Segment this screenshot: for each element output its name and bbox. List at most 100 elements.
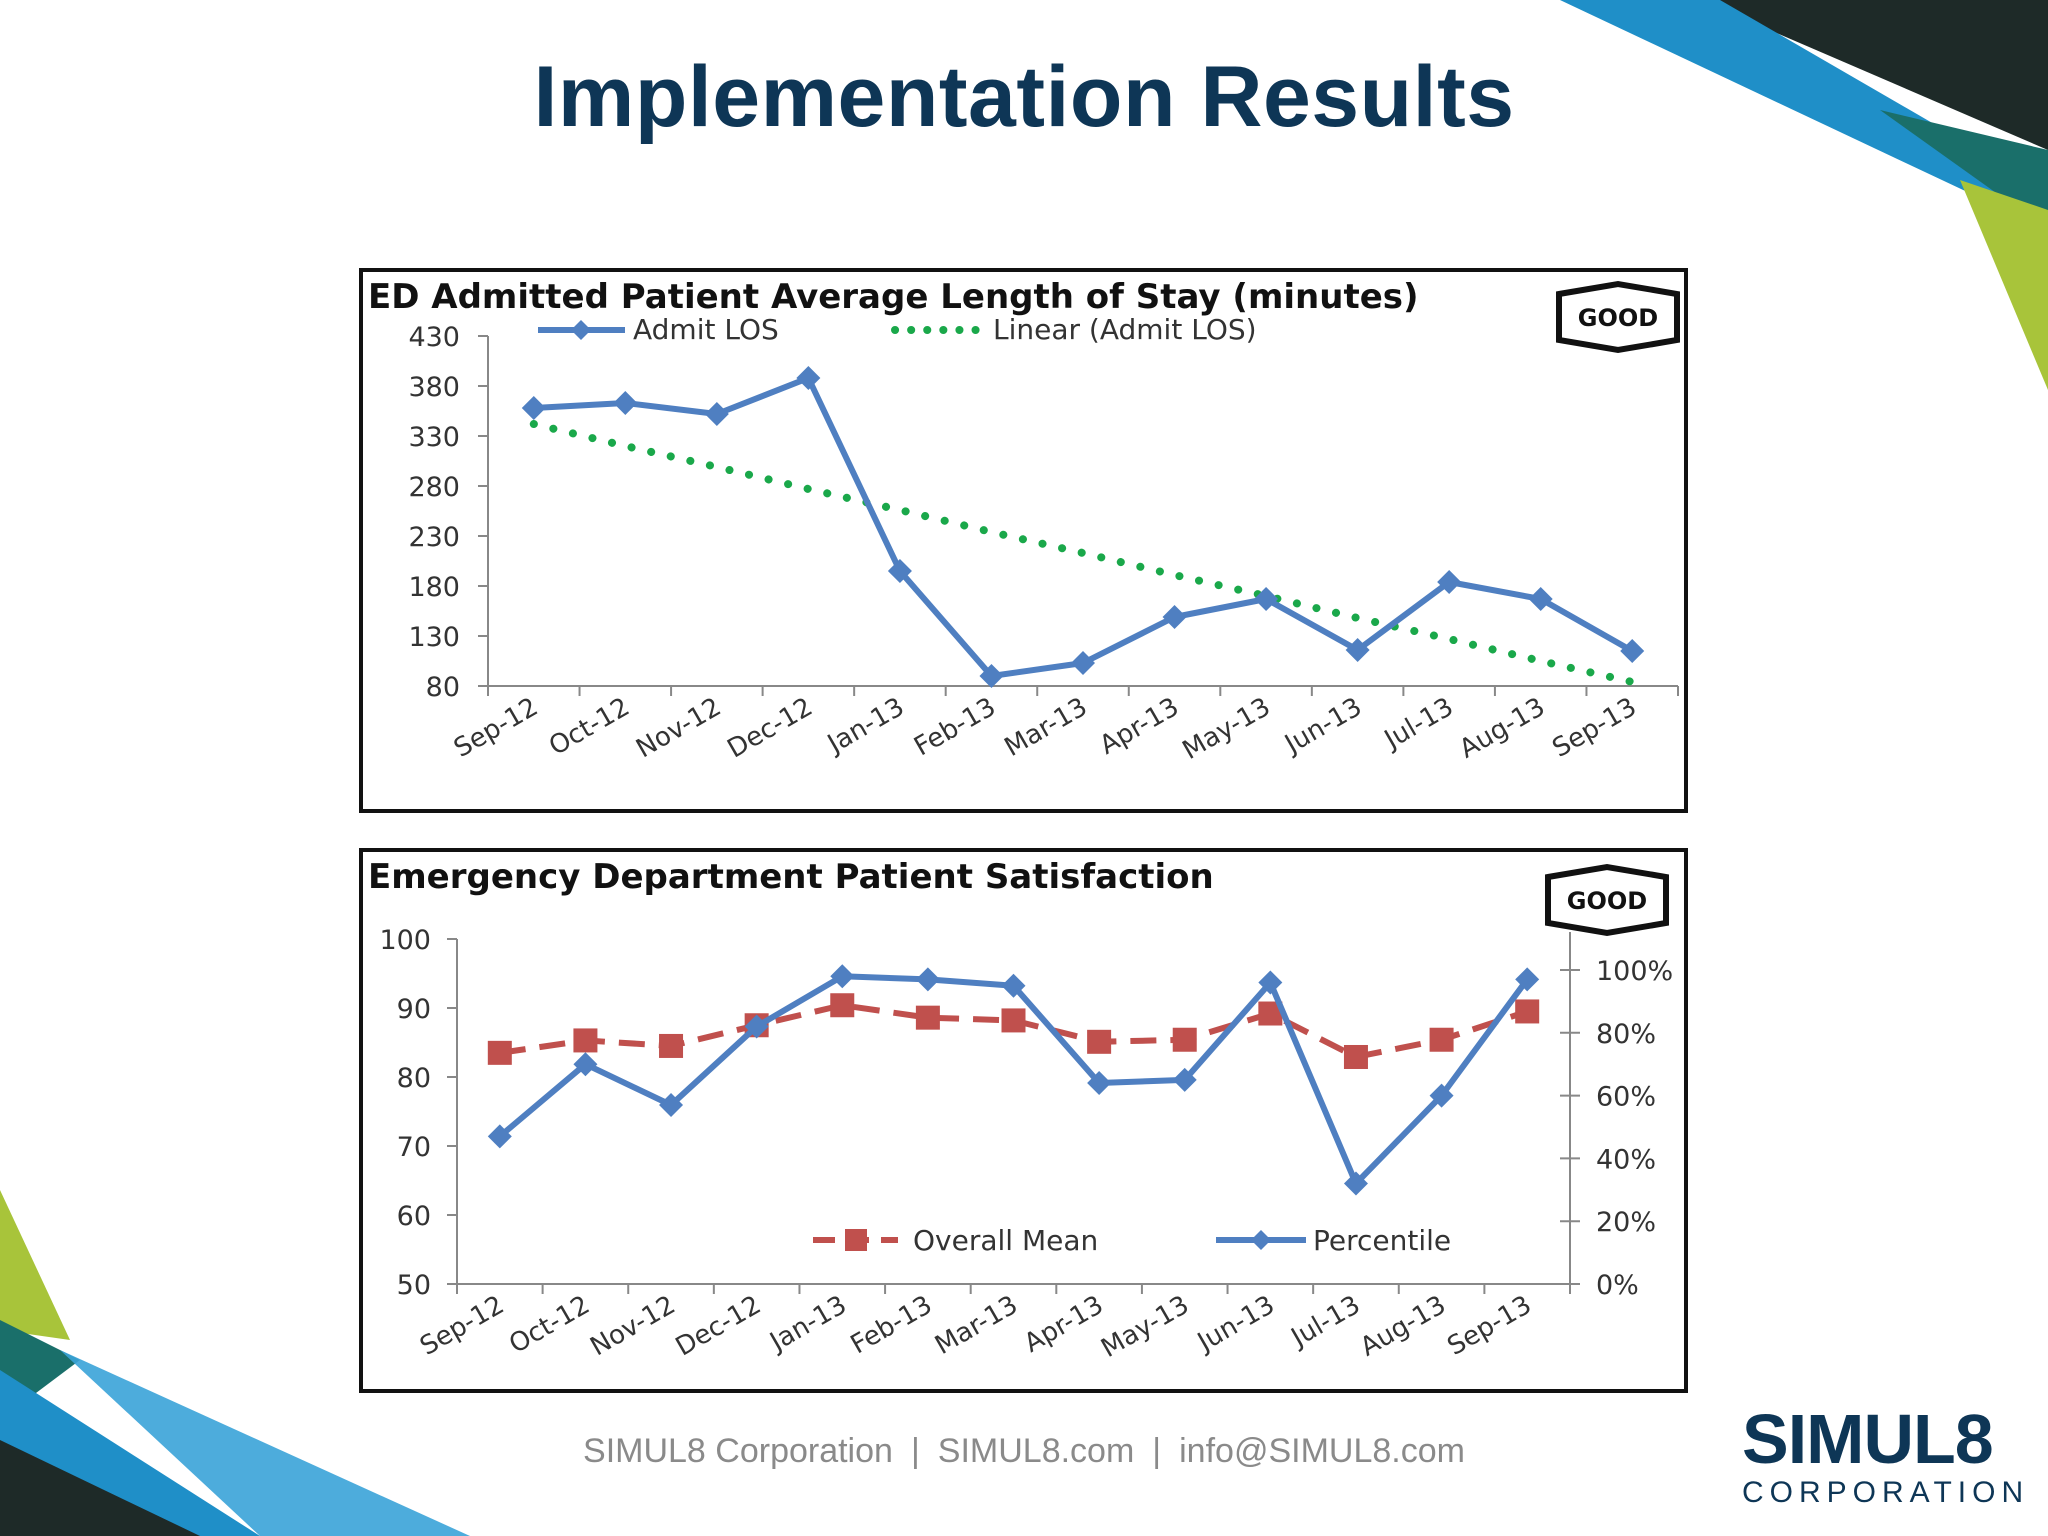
series-percentile	[497, 973, 1530, 1187]
y2-tick-label: 100%	[1596, 956, 1673, 987]
y-tick-label: 70	[397, 1132, 431, 1163]
y-tick-label: 280	[408, 472, 460, 503]
y-tick-label: 80	[426, 672, 460, 703]
data-point-overall-mean	[1172, 1027, 1197, 1052]
footer-email[interactable]: info@SIMUL8.com	[1179, 1432, 1465, 1470]
data-point-admit-los	[1528, 587, 1553, 611]
footer-separator: |	[910, 1432, 920, 1470]
series-admit-los	[533, 375, 1634, 679]
data-point-admit-los	[1162, 605, 1187, 629]
y-tick-label: 100	[379, 925, 431, 956]
good-badge	[1556, 280, 1680, 354]
x-tick-label: Mar-13	[930, 1290, 1023, 1361]
y-tick-label: 90	[397, 994, 431, 1025]
footer-website[interactable]: SIMUL8.com	[937, 1432, 1135, 1470]
y2-tick-label: 0%	[1596, 1270, 1639, 1301]
x-tick-label: Oct-12	[544, 692, 635, 762]
x-tick-label: Apr-13	[1019, 1290, 1108, 1359]
x-tick-label: Feb-13	[846, 1290, 938, 1360]
x-tick-label: Jun-13	[1191, 1290, 1280, 1359]
data-point-percentile	[915, 967, 940, 992]
y2-tick-label: 60%	[1596, 1082, 1656, 1113]
data-point-admit-los	[887, 559, 912, 583]
y-tick-label: 50	[397, 1270, 431, 1301]
data-point-admit-los	[1345, 638, 1370, 662]
x-tick-label: Oct-12	[504, 1290, 595, 1360]
legend-marker-admit-los	[571, 320, 591, 340]
x-tick-label: Jul-13	[1285, 1290, 1366, 1354]
deco-top-right-green	[1960, 180, 2048, 390]
y-tick-label: 80	[397, 1063, 431, 1094]
data-point-percentile	[487, 1124, 512, 1149]
legend-marker-percentile	[1251, 1230, 1271, 1250]
y2-tick-label: 80%	[1596, 1019, 1656, 1050]
y-tick-label: 430	[408, 322, 460, 353]
y-tick-label: 330	[408, 422, 460, 453]
data-point-admit-los	[1437, 570, 1462, 594]
x-tick-label: Feb-13	[909, 692, 1001, 762]
x-tick-label: Jul-13	[1378, 692, 1459, 756]
data-point-overall-mean	[830, 993, 855, 1018]
data-point-percentile	[1172, 1067, 1197, 1092]
series-linear-admit-los	[529, 420, 1637, 686]
x-tick-label: Mar-13	[1000, 692, 1093, 763]
data-point-admit-los	[1071, 651, 1095, 675]
x-tick-label: May-13	[1178, 692, 1276, 766]
data-point-overall-mean	[1087, 1029, 1112, 1054]
data-point-admit-los	[796, 366, 821, 390]
satisfaction-chart-panel: Emergency Department Patient Satisfactio…	[359, 848, 1688, 1393]
data-point-admit-los	[613, 391, 638, 415]
logo-main-text: SIMUL8	[1742, 1400, 1994, 1478]
x-tick-label: Dec-12	[671, 1290, 766, 1362]
x-tick-label: Jun-13	[1278, 692, 1367, 761]
data-point-overall-mean	[659, 1033, 684, 1058]
data-point-admit-los	[979, 664, 1004, 688]
y-tick-label: 60	[397, 1201, 431, 1232]
data-point-percentile	[1515, 967, 1540, 992]
footer-company: SIMUL8 Corporation	[583, 1432, 893, 1470]
x-tick-label: Jan-13	[821, 692, 909, 760]
data-point-overall-mean	[1001, 1008, 1026, 1033]
y-tick-label: 130	[408, 622, 460, 653]
deco-bottom-left-blue-light	[60, 1350, 470, 1536]
footer-separator: |	[1152, 1432, 1162, 1470]
los-chart-panel: ED Admitted Patient Average Length of St…	[359, 268, 1688, 813]
data-point-percentile	[744, 1014, 769, 1039]
data-point-overall-mean	[1515, 999, 1540, 1024]
data-point-overall-mean	[1429, 1027, 1454, 1052]
legend-label-overall-mean: Overall Mean	[913, 1224, 1098, 1257]
x-tick-label: Apr-13	[1095, 692, 1184, 761]
legend-label-admit-los: Admit LOS	[633, 313, 779, 346]
data-point-percentile	[1343, 1171, 1368, 1196]
data-point-percentile	[1087, 1071, 1112, 1096]
y-tick-label: 180	[408, 572, 460, 603]
data-point-admit-los	[1620, 639, 1645, 663]
slide-title: Implementation Results	[533, 49, 1515, 145]
x-tick-label: Aug-13	[1355, 1290, 1451, 1363]
legend-label-linear: Linear (Admit LOS)	[993, 313, 1257, 346]
data-point-overall-mean	[1343, 1044, 1368, 1069]
data-point-percentile	[1258, 970, 1283, 995]
legend-marker-overall-mean	[845, 1229, 867, 1251]
y2-tick-label: 20%	[1596, 1207, 1656, 1238]
data-point-overall-mean	[915, 1005, 940, 1030]
x-tick-label: Nov-12	[631, 692, 726, 764]
data-point-percentile	[1429, 1083, 1454, 1108]
satisfaction-chart: Emergency Department Patient Satisfactio…	[368, 857, 1673, 1364]
data-point-percentile	[1001, 973, 1026, 998]
good-badge-text: GOOD	[1567, 887, 1647, 915]
x-tick-label: May-13	[1096, 1290, 1194, 1364]
x-tick-label: Aug-13	[1454, 692, 1550, 765]
data-point-admit-los	[1254, 587, 1279, 611]
chart-title: Emergency Department Patient Satisfactio…	[368, 857, 1214, 897]
data-point-percentile	[573, 1052, 598, 1077]
deco-top-right-blue	[1560, 0, 2048, 230]
good-badge	[1545, 863, 1669, 937]
x-tick-label: Sep-13	[1442, 1290, 1536, 1362]
x-tick-label: Sep-12	[449, 692, 543, 764]
footer: SIMUL8 Corporation | SIMUL8.com | info@SIMUL…	[0, 1432, 2048, 1471]
y-tick-label: 230	[408, 522, 460, 553]
data-point-percentile	[830, 964, 855, 989]
x-tick-label: Dec-12	[723, 692, 818, 764]
